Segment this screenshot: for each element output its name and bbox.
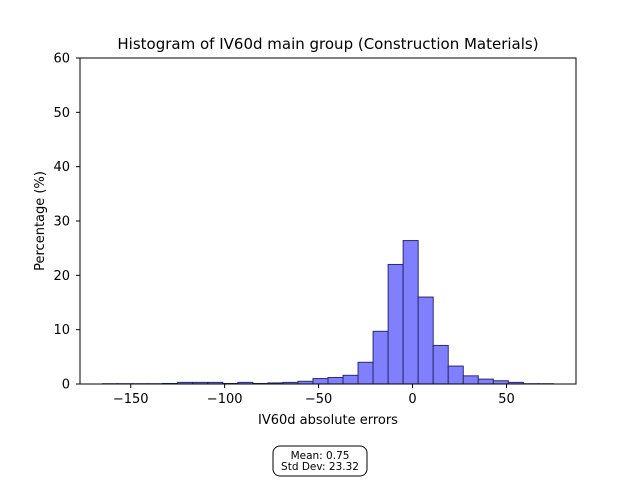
x-tick-label: −150	[113, 392, 149, 407]
histogram-bar-20	[402, 240, 419, 385]
y-tick-label: 30	[53, 215, 70, 230]
histogram-bar-18	[372, 330, 389, 385]
bars-group	[102, 240, 554, 385]
y-tick-label: 60	[53, 52, 70, 67]
chart-title: Histogram of IV60d main group (Construct…	[117, 35, 538, 53]
histogram-bar-23	[447, 365, 464, 385]
y-axis-label: Percentage (%)	[33, 171, 48, 271]
x-tick-label: 50	[498, 392, 515, 407]
y-tick-label: 0	[62, 378, 70, 393]
y-tick-label: 50	[53, 106, 70, 121]
y-axis-ticks: 0 10 20 30 40 50 60	[53, 52, 80, 393]
stats-mean: Mean: 0.75	[291, 450, 350, 462]
histogram-bar-16	[342, 374, 359, 385]
y-tick-label: 10	[53, 323, 70, 338]
stats-std-dev: Std Dev: 23.32	[281, 461, 359, 473]
y-tick-label: 40	[53, 160, 70, 175]
histogram-bar-22	[432, 344, 449, 385]
histogram-bar-21	[417, 296, 434, 385]
plot-frame	[79, 57, 577, 385]
histogram-bar-15	[327, 376, 344, 385]
stats-box: Mean: 0.75 Std Dev: 23.32	[272, 445, 368, 477]
x-axis-label: IV60d absolute errors	[258, 413, 398, 428]
stats-box-frame	[272, 445, 368, 477]
histogram-bar-24	[462, 375, 479, 385]
histogram-bar-25	[477, 378, 494, 385]
x-tick-label: 0	[408, 392, 416, 407]
y-tick-label: 20	[53, 269, 70, 284]
x-tick-label: −100	[207, 392, 243, 407]
x-tick-label: −50	[305, 392, 332, 407]
x-axis-ticks: −150 −100 −50 0 50	[113, 384, 515, 407]
histogram-bar-17	[357, 361, 374, 385]
histogram-bar-19	[387, 263, 404, 385]
histogram-bar-14	[312, 378, 329, 385]
